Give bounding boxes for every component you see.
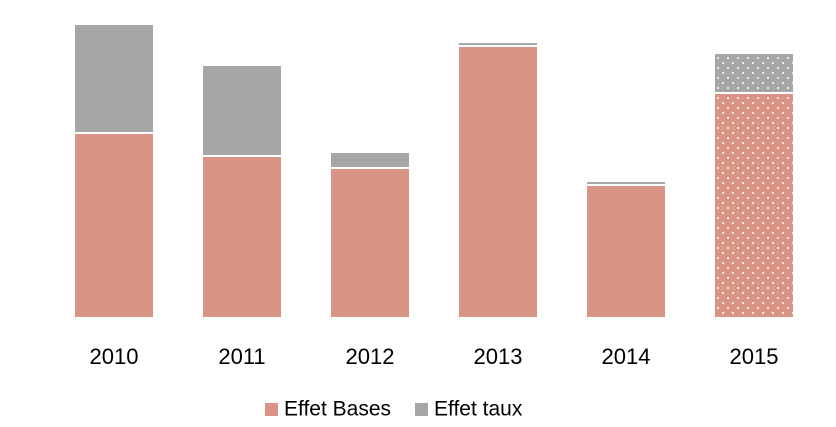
legend-label: Effet Bases [284,398,391,421]
bar-segment [329,151,411,169]
x-tick-label: 2013 [474,344,523,369]
bar-segment [457,45,539,319]
x-tick-label: 2012 [346,344,395,369]
x-tick-label: 2011 [218,344,265,369]
legend-swatch [265,403,278,416]
bar-segment [585,180,667,186]
bar-segment [457,41,539,47]
bar-pattern [714,93,794,318]
x-tick-label: 2015 [730,344,779,369]
x-tick-label: 2014 [602,344,651,369]
bar-segment [201,155,283,319]
legend-swatch [415,403,429,416]
x-tick-label: 2010 [90,344,139,369]
bar-segment [201,64,283,157]
bar-segment [73,23,155,134]
bar-segment [585,184,667,319]
bar-segment [73,132,155,319]
legend-label: Effet taux [434,398,523,421]
bar-segment [329,167,411,319]
bar-pattern [714,53,794,93]
